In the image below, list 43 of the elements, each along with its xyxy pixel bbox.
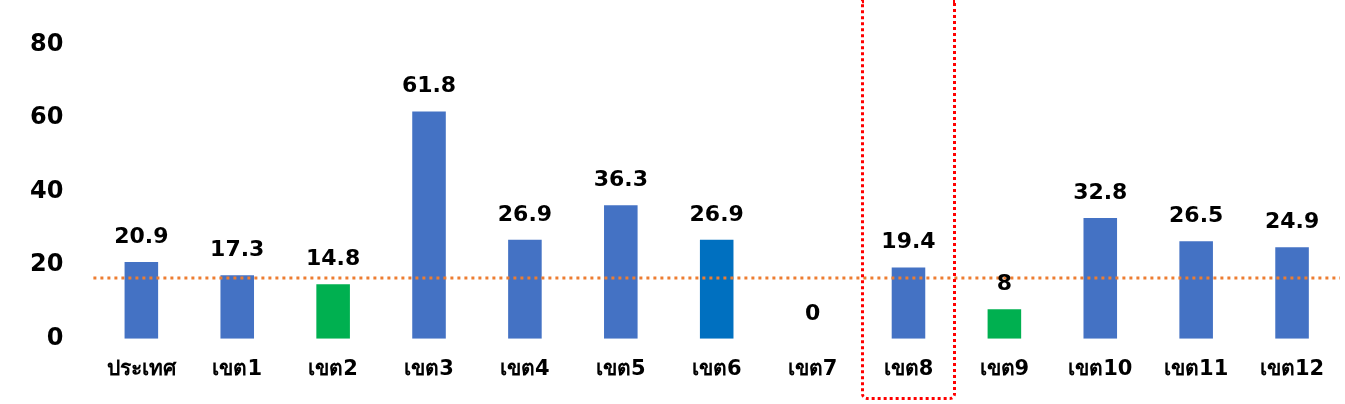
bar xyxy=(508,239,542,339)
y-tick-label: 0 xyxy=(46,323,64,352)
bar xyxy=(1179,241,1213,339)
data-label: 32.8 xyxy=(1073,178,1128,204)
bar xyxy=(891,267,926,339)
data-label: 0 xyxy=(804,299,821,325)
bar xyxy=(699,239,734,339)
x-tick-label: เขต9 xyxy=(979,355,1030,380)
y-tick-label: 40 xyxy=(29,175,64,204)
bar xyxy=(220,275,255,339)
x-tick-label: เขต8 xyxy=(883,355,934,380)
x-tick-label: เขต6 xyxy=(691,355,742,380)
data-label: 26.9 xyxy=(497,200,553,226)
data-label: 14.8 xyxy=(305,245,361,271)
bar xyxy=(412,111,446,339)
data-label: 24.9 xyxy=(1264,207,1320,233)
x-tick-label: เขต7 xyxy=(787,355,838,380)
data-label: 20.9 xyxy=(114,222,169,248)
y-tick-label: 60 xyxy=(29,102,64,131)
bar xyxy=(1275,247,1309,339)
bar xyxy=(124,261,159,339)
bar xyxy=(987,309,1022,339)
x-tick-label: เขต10 xyxy=(1068,355,1133,380)
y-tick-label: 20 xyxy=(29,249,64,278)
x-tick-label: เขต1 xyxy=(212,355,263,380)
bar xyxy=(316,284,350,339)
x-tick-label: เขต12 xyxy=(1259,355,1325,380)
x-tick-label: เขต11 xyxy=(1164,355,1229,380)
x-tick-label: เขต2 xyxy=(308,355,358,380)
bar xyxy=(604,205,638,339)
data-label: 61.8 xyxy=(401,72,457,98)
data-label: 17.3 xyxy=(210,235,265,261)
bar xyxy=(1083,218,1118,339)
data-label: 36.3 xyxy=(593,165,648,191)
x-tick-label: เขต3 xyxy=(404,355,454,380)
data-label: 26.5 xyxy=(1169,202,1224,227)
x-tick-label: เขต5 xyxy=(595,355,646,380)
data-label: 8 xyxy=(996,270,1013,296)
x-tick-label: เขต4 xyxy=(500,355,550,380)
data-label: 19.4 xyxy=(881,228,936,254)
data-label: 26.9 xyxy=(689,200,744,226)
y-tick-label: 80 xyxy=(29,28,64,57)
x-tick-label: ประเทศ xyxy=(106,355,177,380)
